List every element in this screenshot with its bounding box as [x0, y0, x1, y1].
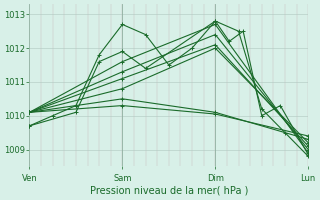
X-axis label: Pression niveau de la mer( hPa ): Pression niveau de la mer( hPa )	[90, 186, 248, 196]
